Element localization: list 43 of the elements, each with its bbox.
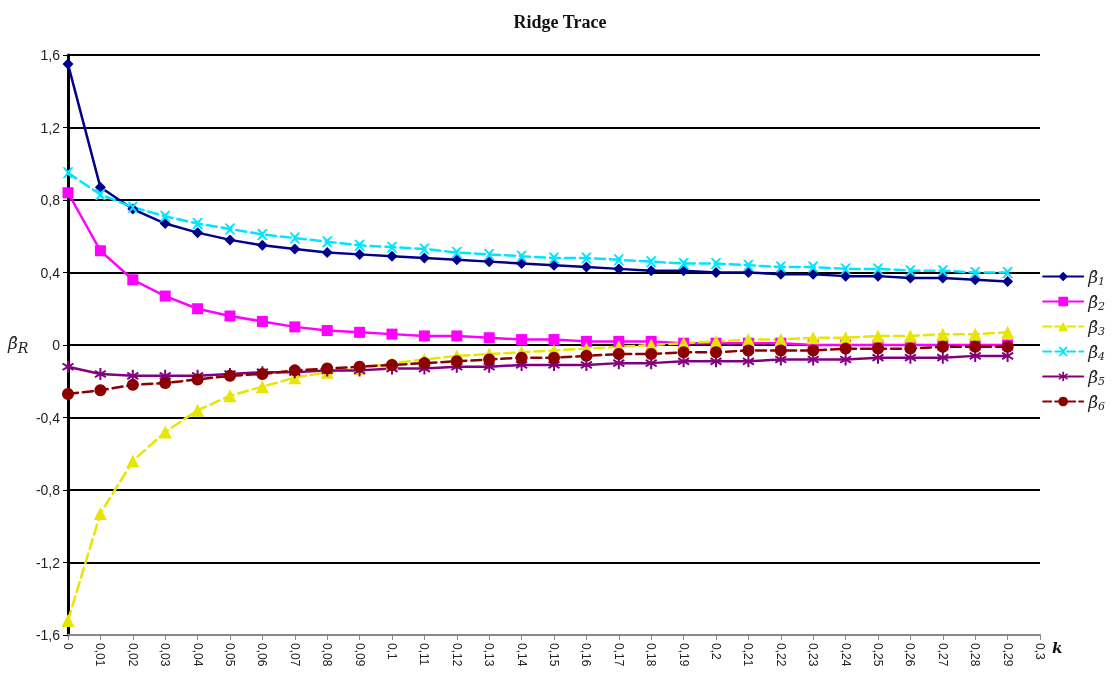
x-tick-label: 0,1 xyxy=(385,643,399,661)
x-tick-label: 0,21 xyxy=(741,643,756,667)
x-tick-label: 0,11 xyxy=(417,643,432,666)
x-tick-label: 0,2 xyxy=(709,643,723,661)
x-tick-label: 0,08 xyxy=(320,643,335,667)
x-tick-label: 0,05 xyxy=(223,643,237,667)
y-tick-label: 0,8 xyxy=(40,192,61,208)
x-tick-label: 0,19 xyxy=(676,643,691,667)
x-tick-label: 0,07 xyxy=(287,643,302,667)
x-tick-label: 0,06 xyxy=(255,643,270,667)
x-tick-label: 0,01 xyxy=(93,643,108,667)
x-axis-title: k xyxy=(1052,638,1063,657)
y-tick-label: 0 xyxy=(52,337,61,353)
x-tick-label: 0,03 xyxy=(158,643,173,667)
x-tick-label: 0,04 xyxy=(190,643,205,667)
y-tick-label: -1,6 xyxy=(35,627,61,643)
x-tick-label: 0,22 xyxy=(773,643,788,667)
x-tick-label: 0,09 xyxy=(352,643,367,667)
x-tick-label: 0,17 xyxy=(611,643,626,667)
x-tick-label: 0,12 xyxy=(449,643,464,667)
y-tick-label: -0,8 xyxy=(35,482,61,498)
x-tick-label: 0,18 xyxy=(644,643,659,667)
x-tick-label: 0,3 xyxy=(1033,643,1047,661)
x-tick-label: 0,23 xyxy=(806,643,821,667)
x-tick-label: 0,26 xyxy=(903,643,918,667)
y-tick-label: -0,4 xyxy=(35,409,61,426)
x-tick-label: 0,27 xyxy=(935,643,950,667)
x-tick-label: 0,25 xyxy=(871,643,885,667)
x-tick-label: 0,24 xyxy=(838,643,853,667)
x-tick-label: 0,15 xyxy=(547,643,561,667)
chart-title: Ridge Trace xyxy=(513,12,607,32)
x-tick-label: 0 xyxy=(61,643,75,650)
y-tick-label: -1,2 xyxy=(35,554,61,571)
x-tick-label: 0,14 xyxy=(514,643,529,667)
x-tick-label: 0,28 xyxy=(968,643,983,667)
x-tick-label: 0,02 xyxy=(125,643,140,667)
y-tick-label: 0,4 xyxy=(40,264,61,281)
y-tick-label: 1,6 xyxy=(40,47,61,63)
x-tick-label: 0,16 xyxy=(579,643,594,667)
y-axis-title: β̂$_{R}$ xyxy=(8,333,29,357)
x-tick-label: 0,29 xyxy=(1000,643,1015,667)
y-tick-label: 1,2 xyxy=(40,119,61,136)
x-tick-label: 0,13 xyxy=(482,643,497,667)
